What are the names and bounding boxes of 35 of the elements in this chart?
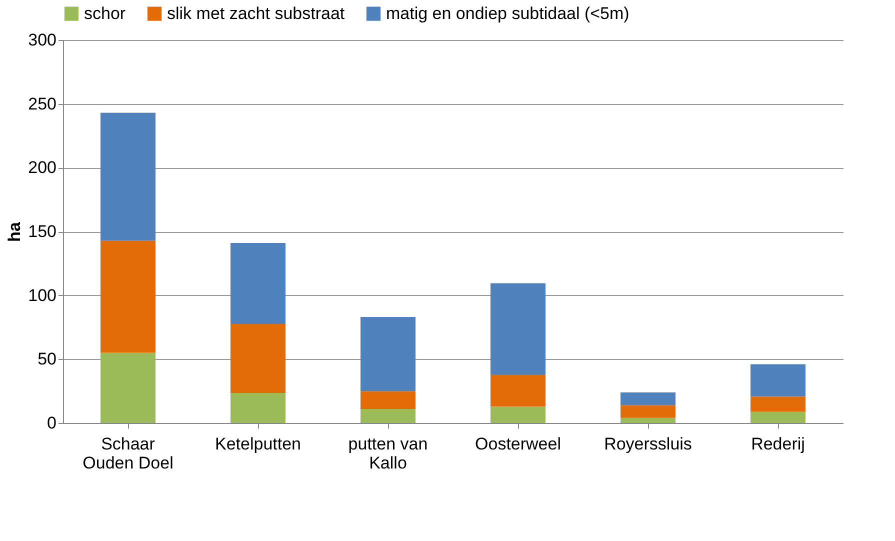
bar	[490, 406, 546, 423]
y-tick-label: 150	[28, 222, 56, 241]
bar	[100, 240, 156, 353]
y-tick-label: 50	[38, 350, 56, 369]
bar	[230, 324, 286, 393]
bar	[750, 412, 806, 423]
y-tick-label: 0	[47, 414, 56, 432]
bar	[620, 405, 676, 418]
legend-label: matig en ondiep subtidaal (<5m)	[386, 4, 630, 23]
bar	[100, 352, 156, 423]
bar	[360, 408, 416, 423]
bar	[230, 393, 286, 423]
y-tick-label: 100	[28, 286, 56, 305]
bar	[360, 317, 416, 392]
y-tick-label: 250	[28, 94, 56, 114]
y-tick-label: 300	[28, 30, 56, 50]
x-tick-label: Rederij	[751, 434, 805, 454]
bar	[490, 374, 546, 406]
bar	[360, 391, 416, 409]
x-tick-label: Ketelputten	[214, 434, 302, 454]
legend-label: slik met zacht substraat	[167, 4, 345, 23]
bar	[230, 242, 286, 324]
x-tick-label: Royerssluis	[604, 434, 692, 454]
bar	[750, 364, 806, 396]
y-axis-title: ha	[5, 222, 24, 242]
bar	[620, 392, 676, 406]
x-tick-label: Schaar Ouden Doel	[82, 434, 174, 472]
legend-label: schor	[84, 4, 126, 23]
bar	[750, 396, 806, 412]
y-tick-label: 200	[28, 158, 56, 178]
x-tick-label: putten van Kallo	[348, 434, 428, 472]
bar	[100, 112, 156, 240]
x-tick-label: Oosterweel	[475, 434, 561, 454]
bar	[490, 283, 546, 374]
bar	[620, 418, 676, 423]
